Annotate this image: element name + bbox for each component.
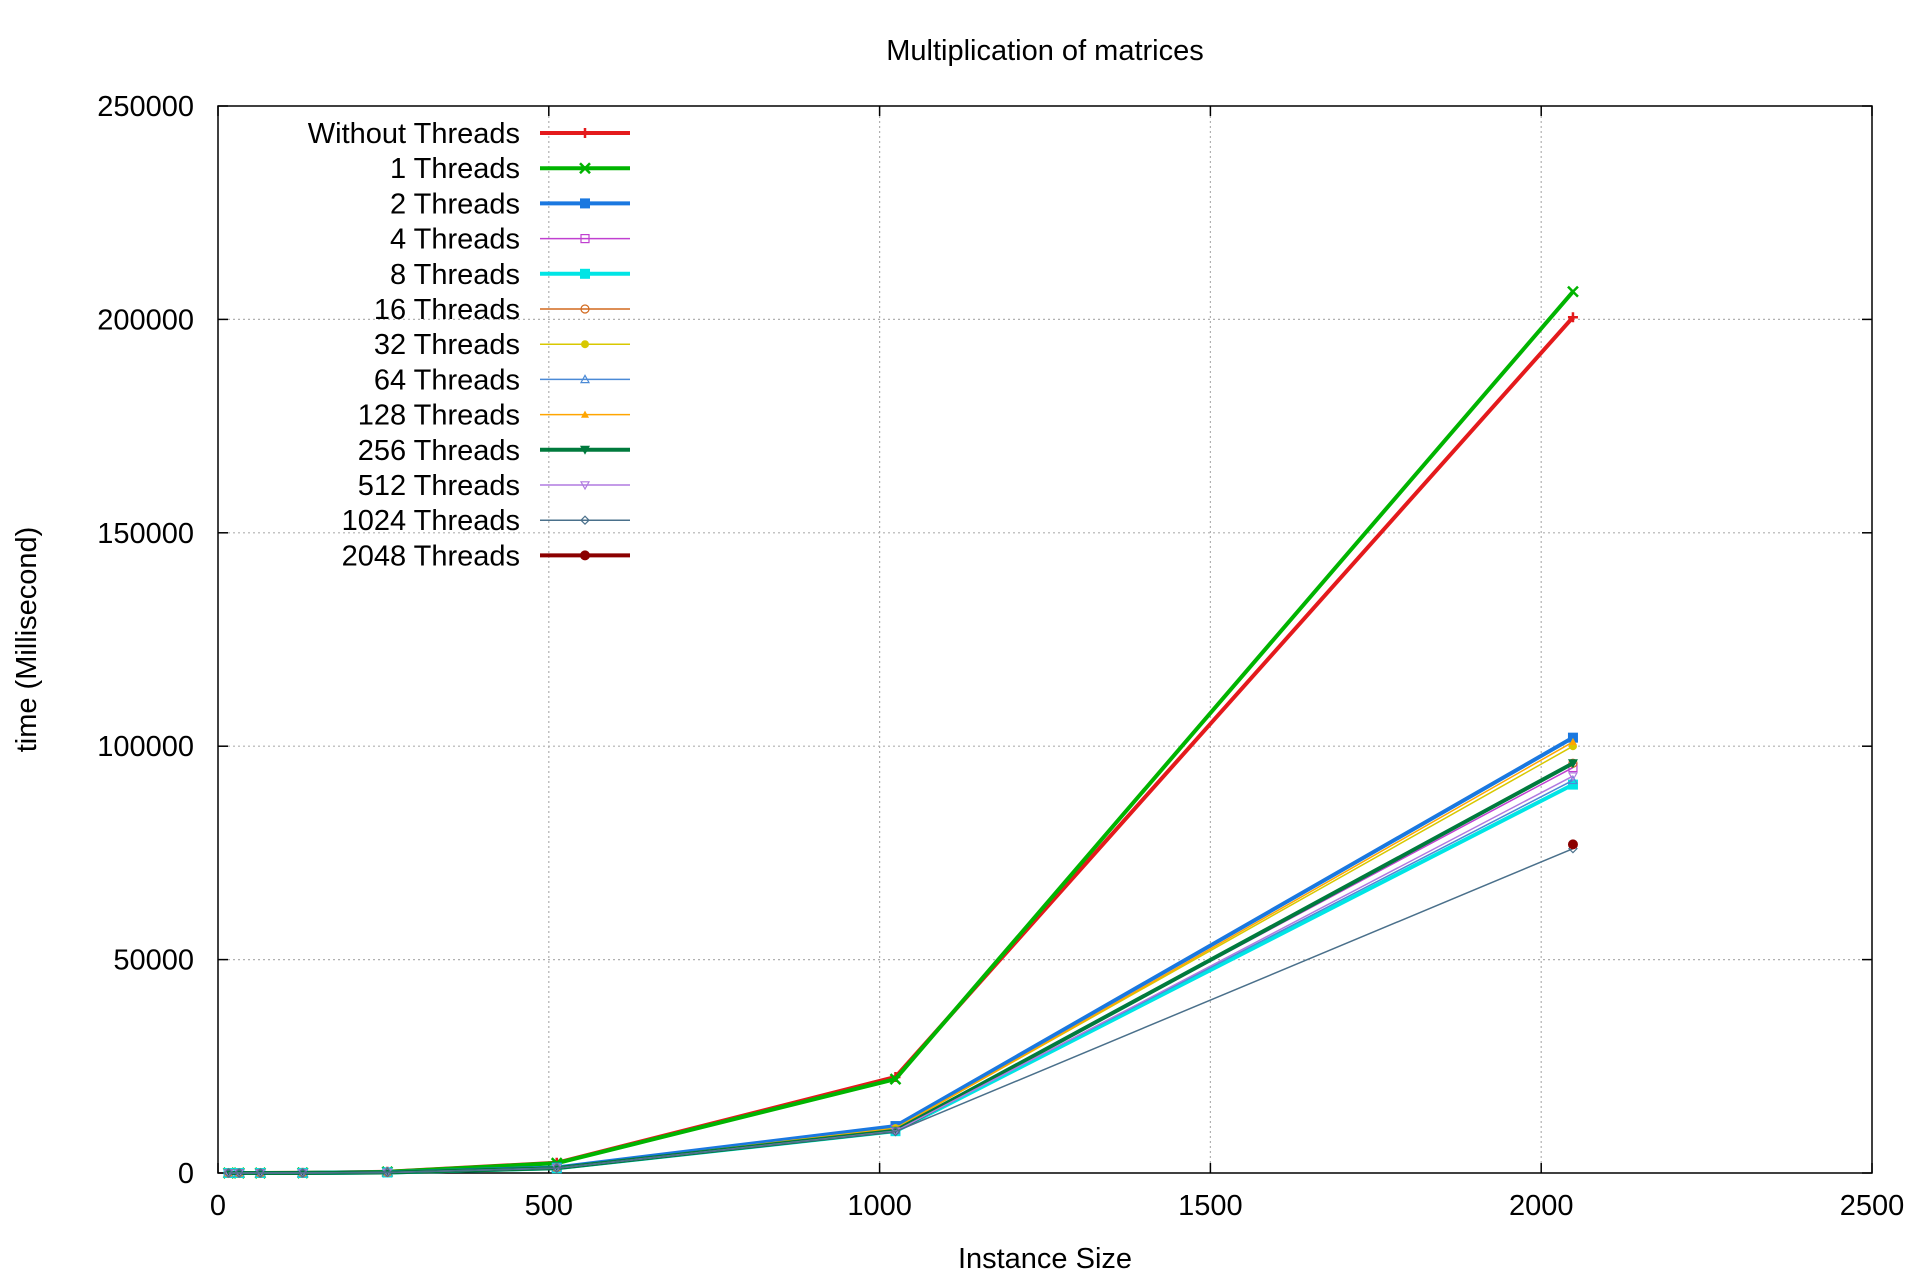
legend-entry-2048-threads: 2048 Threads [342,540,630,572]
x-tick-label: 2500 [1840,1190,1905,1222]
legend-entry-1024-threads: 1024 Threads [342,505,630,537]
legend-label: 128 Threads [358,400,520,432]
data-point-1024-threads [223,1168,234,1178]
legend-marker [580,304,590,314]
data-point-1024-threads [382,1167,393,1178]
legend-entry-128-threads: 128 Threads [358,400,630,432]
data-point-256-threads [1567,759,1578,769]
series-line-256-threads [228,761,1574,1175]
series-line-16-threads [228,762,1574,1174]
data-point-8-threads [1567,779,1578,790]
legend-entry-8-threads: 8 Threads [390,259,630,291]
data-point-1024-threads [890,1126,901,1137]
legend-label: 256 Threads [358,435,520,467]
legend-entry-512-threads: 512 Threads [358,470,630,502]
gridlines [218,106,1872,1173]
series-2-threads [223,732,1578,1178]
y-tick-label: 0 [178,1158,194,1190]
legend-label: 2 Threads [390,188,520,220]
y-axis: 0 50000 100000 150000 200000 250000 [97,91,1872,1190]
legend-entry-1-threads: 1 Threads [390,153,630,185]
legend-marker [581,410,589,418]
legend-entry-2-threads: 2 Threads [390,188,630,220]
y-tick-label: 250000 [97,91,194,123]
y-tick-label: 200000 [97,304,194,336]
legend-label: 64 Threads [374,364,520,396]
legend-marker [580,128,590,138]
series-128-threads [224,737,1577,1177]
series-2048-threads [1567,839,1578,850]
legend-marker [580,445,590,455]
series-line-32-threads [228,745,1574,1174]
data-point-1-threads [1567,285,1579,298]
legend-label: 512 Threads [358,470,520,502]
series-4-threads [223,762,1578,1178]
legend-label: 4 Threads [390,224,520,256]
data-point-1024-threads [255,1168,266,1178]
y-axis-label: time (Millisecond) [11,527,43,753]
data-point-512-threads [1567,772,1578,782]
series-16-threads [223,758,1578,1178]
legend-entry-64-threads: 64 Threads [374,364,630,396]
plot-area-border [217,105,1873,1174]
series-64-threads [223,775,1578,1177]
series-line-4-threads [228,766,1574,1174]
legend-marker [579,162,591,175]
x-tick-label: 1500 [1178,1190,1243,1222]
data-point-1024-threads [297,1168,308,1178]
legend-entry-4-threads: 4 Threads [390,224,630,256]
legend-label: 1024 Threads [342,505,520,537]
legend-label: Without Threads [308,118,520,150]
legend-label: 32 Threads [374,329,520,361]
chart-title: Multiplication of matrices [886,35,1204,67]
series-line-128-threads [228,741,1574,1174]
data-point-1024-threads [551,1163,562,1173]
legend-marker [579,481,591,491]
data-point-128-threads [1568,737,1577,746]
y-tick-label: 50000 [113,945,194,977]
series-line-512-threads [228,775,1574,1174]
data-point-1-threads [889,1073,902,1085]
y-tick-label: 100000 [97,731,194,763]
legend-entry-256-threads: 256 Threads [358,435,630,467]
legend-label: 1 Threads [390,153,520,185]
series-lines [222,285,1579,1179]
legend-marker [581,340,589,349]
legend-marker [580,515,590,526]
legend-marker [580,234,590,244]
legend-marker [580,550,590,561]
legend-entry-without-threads: Without Threads [308,118,630,150]
legend-label: 8 Threads [390,259,520,291]
series-line-64-threads [228,779,1574,1174]
series-line-8-threads [228,782,1574,1175]
data-point-1024-threads [234,1168,245,1178]
data-point-64-threads [1567,775,1578,785]
legend-label: 16 Threads [374,294,520,326]
legend-entry-32-threads: 32 Threads [374,329,630,361]
data-point-2-threads [1567,732,1578,743]
x-axis-label: Instance Size [958,1243,1132,1275]
y-tick-label: 150000 [97,518,194,550]
legend-marker [580,198,590,209]
x-axis: 0 500 1000 1500 2000 2500 [210,106,1904,1222]
x-tick-label: 500 [525,1190,573,1222]
series-line-2-threads [228,735,1574,1175]
legend-marker [580,268,590,279]
series-8-threads [223,779,1578,1178]
legend-marker [579,374,591,384]
x-tick-label: 2000 [1509,1190,1574,1222]
x-tick-label: 0 [210,1190,226,1222]
data-point-2048-threads [1567,839,1578,850]
series-256-threads [223,759,1578,1178]
data-point-without-threads [1567,312,1578,323]
x-tick-label: 1000 [847,1190,912,1222]
series-512-threads [223,772,1578,1179]
legend-entry-16-threads: 16 Threads [374,294,630,326]
legend-label: 2048 Threads [342,540,520,572]
